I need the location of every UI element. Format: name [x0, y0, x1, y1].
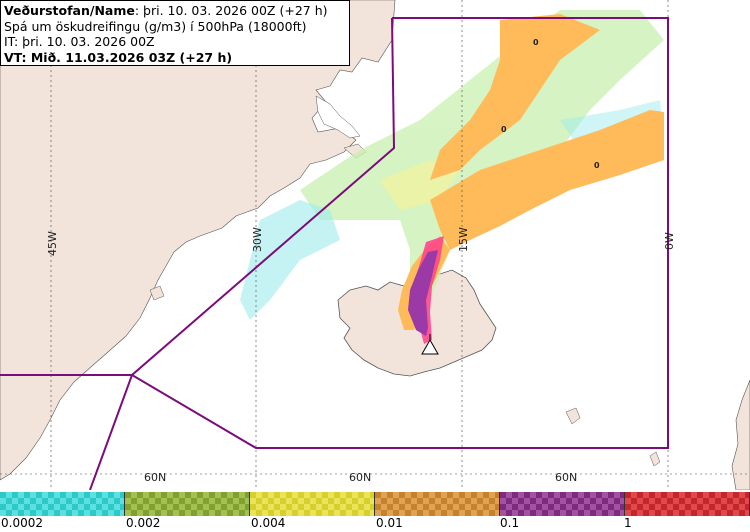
parallel-labels: 60N 60N 60N — [144, 471, 577, 484]
issue-time: : þri. 10. 03. 2026 00Z (+27 h) — [134, 3, 328, 18]
island-speck — [565, 407, 581, 425]
parallel-label-60n: 60N — [555, 471, 577, 484]
legend-tick: 0.002 — [126, 516, 161, 530]
legend-swatch — [625, 492, 750, 516]
meridian-label-15w: 15W — [457, 227, 470, 252]
greenland-island — [149, 285, 165, 301]
legend-swatch — [375, 492, 500, 516]
meridian-label-0w: 0W — [663, 232, 676, 250]
legend-swatch — [500, 492, 625, 516]
ash-forecast-map: 45W 30W 15W 0W 60N 60N 60N 0 0 0 — [0, 0, 750, 490]
legend-colorbar — [0, 492, 750, 516]
forecast-info-box: Veðurstofan/Name: þri. 10. 03. 2026 00Z … — [0, 0, 350, 66]
legend-swatch — [125, 492, 250, 516]
issuer-label: Veðurstofan/Name — [4, 3, 135, 18]
norway-coast — [731, 379, 750, 490]
valid-time-line: VT: Mið. 11.03.2026 03Z (+27 h) — [4, 49, 233, 65]
legend-tick: 0.004 — [251, 516, 286, 530]
meridian-labels: 45W 30W 15W 0W — [46, 227, 676, 256]
legend-swatch — [250, 492, 375, 516]
legend-swatch — [0, 492, 125, 516]
issuer-line: Veðurstofan/Name: þri. 10. 03. 2026 00Z … — [4, 3, 346, 19]
parallel-label-60n: 60N — [144, 471, 166, 484]
ash-contour-label: 0 — [501, 125, 507, 134]
meridian-label-30w: 30W — [251, 227, 264, 252]
volcano-marker — [421, 334, 439, 355]
greenland-fjord — [315, 95, 361, 139]
ash-high-concentration — [408, 236, 444, 344]
legend-tick: 0.1 — [500, 516, 520, 530]
ash-zero-labels: 0 0 0 — [501, 38, 600, 170]
ash-contour-label: 0 — [533, 38, 539, 47]
parallel-label-60n: 60N — [349, 471, 371, 484]
ash-contour-label: 0 — [594, 161, 600, 170]
initial-time-line: IT: þri. 10. 03. 2026 00Z — [4, 34, 155, 49]
concentration-legend: 0.0002 0.002 0.004 0.01 0.1 1 — [0, 490, 750, 532]
legend-tick: 1 — [624, 516, 632, 530]
greenland-land — [0, 0, 396, 481]
legend-tick: 0.0002 — [1, 516, 43, 530]
product-line: Spá um öskudreifingu (g/m3) í 500hPa (18… — [4, 18, 307, 34]
island-speck — [649, 451, 661, 467]
legend-tick: 0.01 — [376, 516, 403, 530]
meridian-label-45w: 45W — [46, 231, 59, 256]
advisory-boundary — [0, 17, 669, 490]
